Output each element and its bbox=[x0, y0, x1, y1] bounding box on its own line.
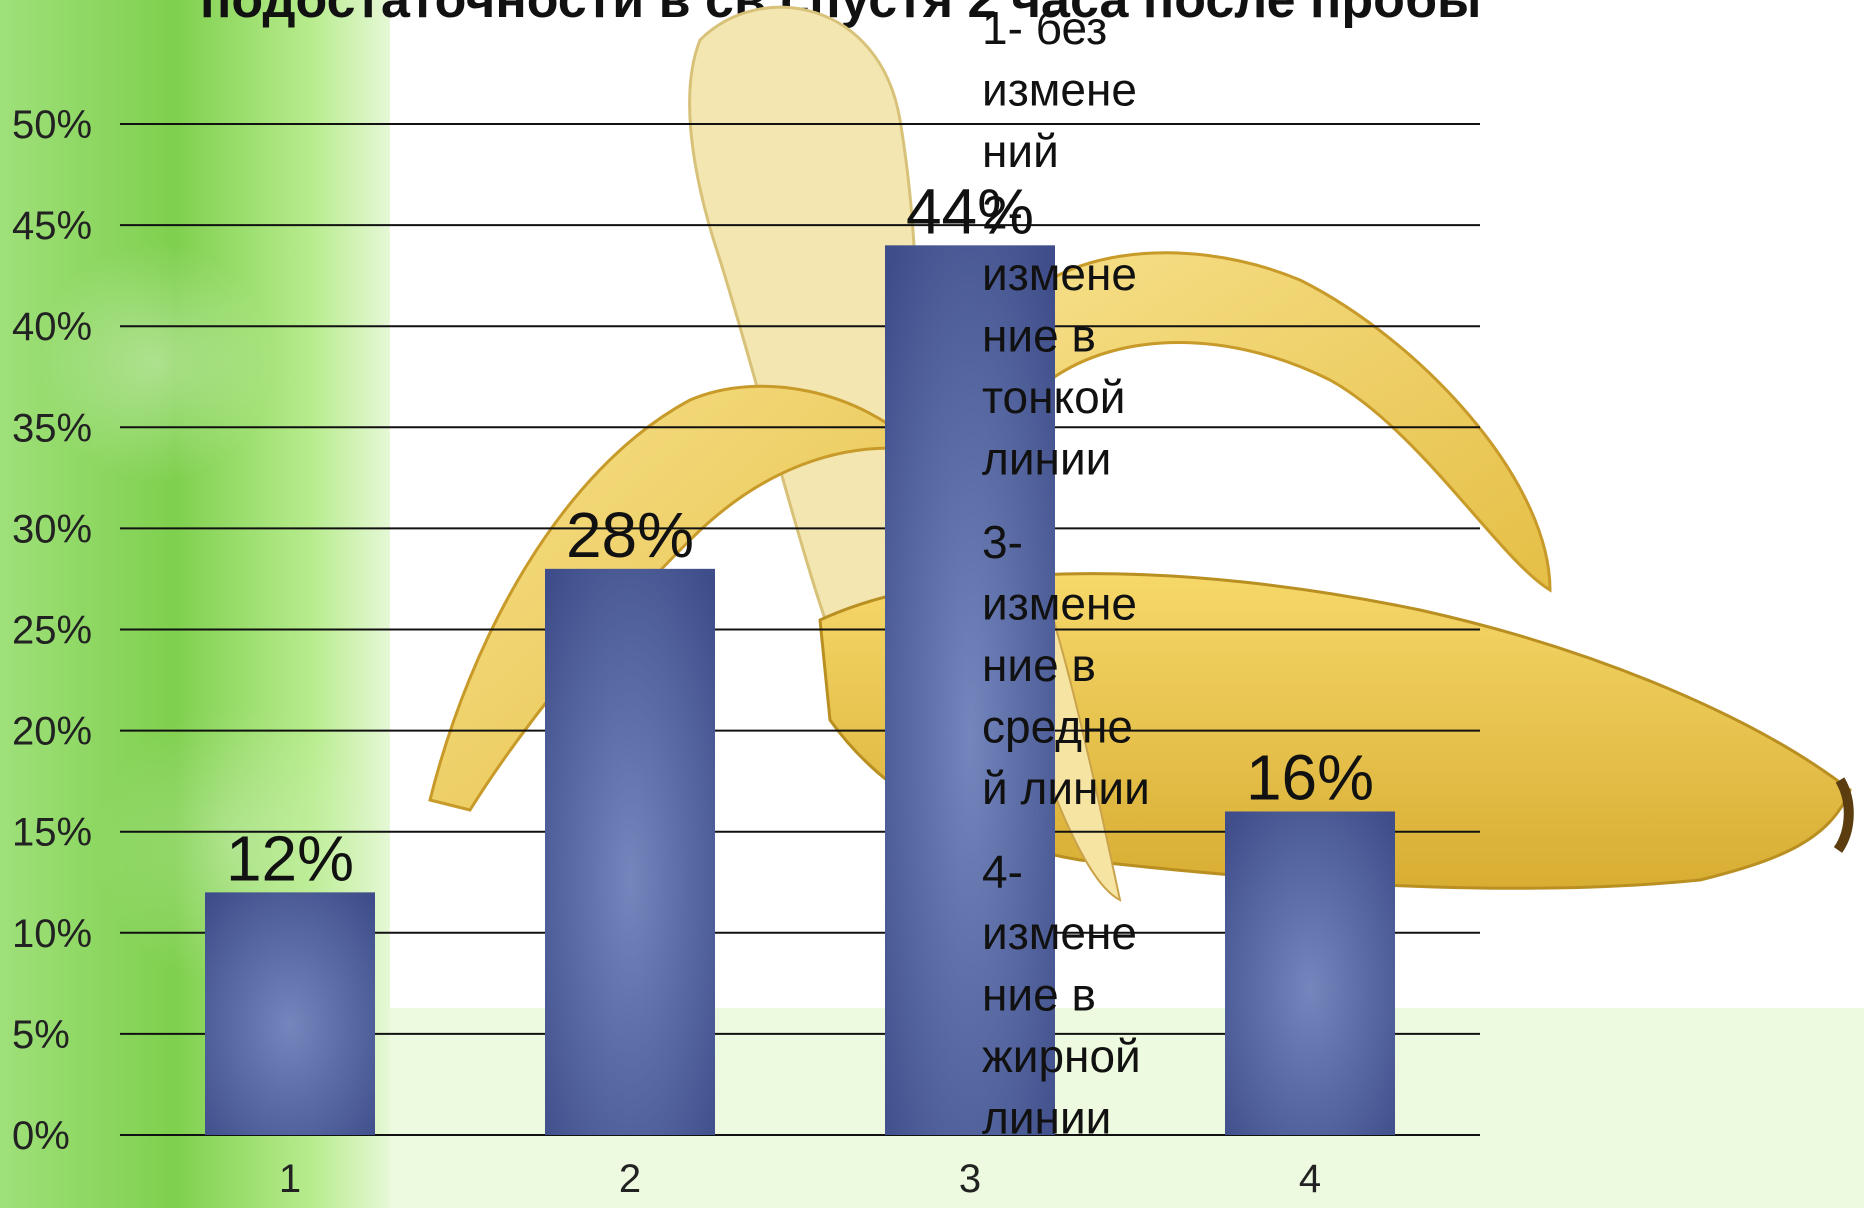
legend-text-line: 1- без bbox=[982, 2, 1107, 54]
y-tick-label: 5% bbox=[12, 1013, 70, 1057]
data-labels: 12% 28% 44% 16% bbox=[226, 175, 1374, 894]
y-tick-label: 45% bbox=[12, 204, 92, 248]
legend-text-line: средне bbox=[982, 701, 1133, 753]
data-label: 44% bbox=[906, 175, 1034, 247]
legend-text-line: измене bbox=[982, 64, 1137, 116]
bar bbox=[205, 892, 375, 1135]
legend-text-line: ние в bbox=[982, 310, 1096, 362]
y-tick-label: 35% bbox=[12, 406, 92, 450]
y-tick-label: 40% bbox=[12, 305, 92, 349]
legend-text-line: жирной bbox=[982, 1030, 1141, 1082]
legend-text-line: измене bbox=[982, 248, 1137, 300]
data-label: 28% bbox=[566, 499, 694, 571]
data-label: 16% bbox=[1246, 741, 1374, 813]
y-tick-label: 50% bbox=[12, 103, 92, 147]
legend-text-line: ний bbox=[982, 125, 1059, 177]
x-tick-label: 4 bbox=[1299, 1157, 1321, 1201]
legend-text-line: линии bbox=[982, 433, 1111, 485]
legend-text-line: линии bbox=[982, 1092, 1111, 1144]
y-tick-label: 15% bbox=[12, 811, 92, 855]
y-axis-tick-labels: 0% 5% 10% 15% 20% 25% 30% 35% 40% 45% 50% bbox=[12, 103, 92, 1158]
y-tick-label: 0% bbox=[12, 1114, 70, 1158]
x-axis-tick-labels: 1 2 3 4 bbox=[279, 1157, 1321, 1201]
legend-text-line: измене bbox=[982, 907, 1137, 959]
bar bbox=[545, 568, 715, 1135]
legend-text-line: ние в bbox=[982, 639, 1096, 691]
bar bbox=[1225, 811, 1395, 1135]
legend-text-line: й линии bbox=[982, 762, 1150, 814]
y-tick-label: 30% bbox=[12, 507, 92, 551]
data-label: 12% bbox=[226, 822, 354, 894]
legend-text-line: 2- bbox=[982, 187, 1023, 239]
x-tick-label: 3 bbox=[959, 1157, 981, 1201]
legend-text-line: 3- bbox=[982, 516, 1023, 568]
legend: 1- без измене ний 2- измене ние в тонкой линии 3… bbox=[982, 2, 1150, 1144]
y-tick-label: 20% bbox=[12, 710, 92, 754]
legend-text-line: 4- bbox=[982, 846, 1023, 898]
x-tick-label: 1 bbox=[279, 1157, 301, 1201]
legend-text-line: измене bbox=[982, 578, 1137, 630]
legend-text-line: ние в bbox=[982, 969, 1096, 1021]
y-tick-label: 25% bbox=[12, 609, 92, 653]
y-tick-label: 10% bbox=[12, 912, 92, 956]
legend-text-line: тонкой bbox=[982, 371, 1125, 423]
bars bbox=[205, 245, 1395, 1135]
x-tick-label: 2 bbox=[619, 1157, 641, 1201]
bar bbox=[885, 245, 1055, 1135]
